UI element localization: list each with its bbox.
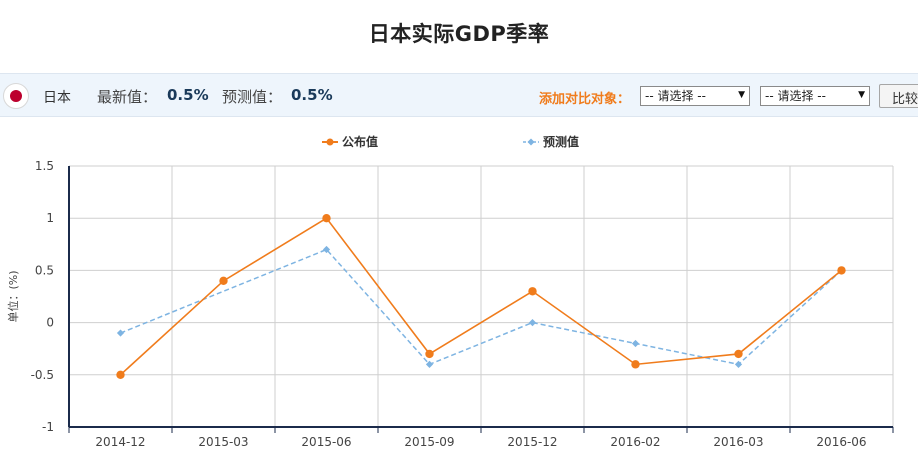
published-data-point xyxy=(734,349,743,359)
published-data-point xyxy=(528,287,537,296)
x-tick-label: 2015-09 xyxy=(404,435,454,449)
x-tick-label: 2015-06 xyxy=(301,435,351,449)
forecast-value-label: 预测值： xyxy=(222,88,283,106)
published-data-point xyxy=(219,276,228,286)
forecast-data-point xyxy=(734,360,743,368)
forecast-data-point xyxy=(528,319,537,327)
dropdown-arrow-icon: ▼ xyxy=(858,90,865,100)
forecast-data-point xyxy=(425,360,434,368)
y-axis-label: 单位：(%) xyxy=(6,270,20,322)
published-data-point xyxy=(322,214,331,223)
x-tick-label: 2015-12 xyxy=(507,435,557,449)
chart-legend: 公布值 预测值 xyxy=(0,133,918,151)
x-tick-label: 2015-03 xyxy=(198,435,248,449)
y-tick-label: 1 xyxy=(46,211,54,225)
dropdown-arrow-icon: ▼ xyxy=(738,90,745,100)
comparison-select-2-value: -- 请选择 -- xyxy=(765,89,826,103)
x-tick-label: 2016-02 xyxy=(610,435,660,449)
x-tick-label: 2016-03 xyxy=(713,435,763,449)
x-tick-label: 2014-12 xyxy=(95,435,145,449)
forecast-data-point xyxy=(631,339,640,348)
published-data-point xyxy=(837,266,846,275)
add-comparison-label: 添加对比对象： xyxy=(539,92,631,107)
x-tick-label: 2016-06 xyxy=(816,435,866,449)
latest-value-label: 最新值： xyxy=(97,88,158,106)
y-tick-label: 0 xyxy=(46,316,54,330)
y-tick-label: -0.5 xyxy=(31,368,54,382)
compare-button[interactable]: 比较 xyxy=(879,84,918,108)
y-tick-label: 0.5 xyxy=(35,263,54,277)
comparison-select-1[interactable]: -- 请选择 -- ▼ xyxy=(640,86,750,106)
legend-forecast-label: 预测值 xyxy=(543,135,580,149)
forecast-data-point xyxy=(116,329,125,337)
comparison-select-1-value: -- 请选择 -- xyxy=(645,89,706,103)
published-data-point xyxy=(116,370,125,379)
published-data-point xyxy=(631,360,640,369)
published-series-line xyxy=(119,217,843,376)
indicator-info-bar: 日本 最新值： 0.5% 预测值： 0.5% 添加对比对象： -- 请选择 --… xyxy=(0,73,918,117)
comparison-select-2[interactable]: -- 请选择 -- ▼ xyxy=(760,86,870,106)
published-data-point xyxy=(425,349,434,359)
page-title: 日本实际GDP季率 xyxy=(368,22,550,46)
legend-published-label: 公布值 xyxy=(342,135,379,149)
legend-forecast-marker xyxy=(523,138,539,146)
forecast-data-point xyxy=(322,245,331,254)
forecast-value: 0.5% xyxy=(291,86,333,104)
y-tick-label: 1.5 xyxy=(35,159,54,173)
legend-published-marker xyxy=(322,138,338,146)
y-tick-label: -1 xyxy=(42,420,54,434)
latest-value: 0.5% xyxy=(167,86,209,104)
japan-flag-icon xyxy=(3,83,29,109)
country-name: 日本 xyxy=(43,90,71,106)
